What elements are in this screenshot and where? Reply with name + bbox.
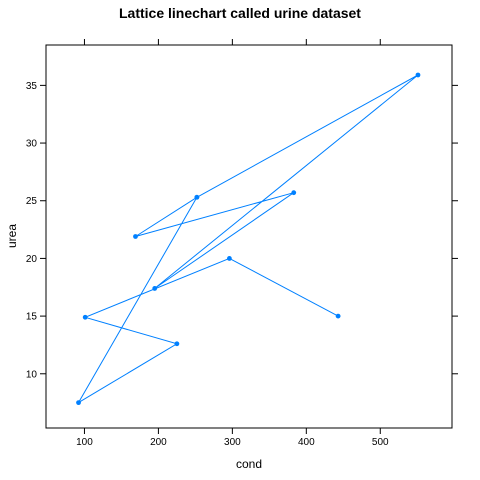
data-point (174, 341, 180, 347)
y-tick-label: 25 (26, 196, 38, 207)
data-point (76, 400, 81, 406)
data-point (335, 313, 341, 319)
y-axis-ticks-left: 10 15 20 25 30 35 (26, 81, 46, 380)
data-point (133, 234, 138, 239)
data-point (152, 286, 158, 291)
x-tick-label: 500 (372, 437, 389, 448)
y-tick-label: 30 (26, 139, 38, 150)
y-tick-label: 20 (26, 254, 38, 265)
series-line (77, 74, 419, 405)
x-tick-label: 400 (298, 437, 315, 448)
data-point (415, 72, 421, 78)
x-tick-label: 300 (224, 437, 241, 448)
x-axis-ticks-top (83, 39, 381, 45)
data-point (227, 256, 232, 261)
data-point (291, 190, 297, 196)
data-point (194, 194, 200, 200)
series-layer (76, 72, 421, 406)
x-axis-label: cond (236, 457, 262, 471)
plot-frame (45, 44, 453, 429)
y-axis-ticks-right (452, 84, 458, 375)
y-tick-label: 35 (26, 81, 38, 92)
data-point (82, 314, 88, 320)
x-tick-label: 100 (76, 437, 93, 448)
y-axis-label: urea (5, 224, 19, 248)
x-tick-label: 200 (150, 437, 167, 448)
chart-title: Lattice linechart called urine dataset (119, 5, 361, 21)
x-axis-ticks-bottom: 100 200 300 400 500 (76, 428, 389, 448)
y-tick-label: 15 (26, 312, 38, 323)
y-tick-label: 10 (26, 369, 38, 380)
